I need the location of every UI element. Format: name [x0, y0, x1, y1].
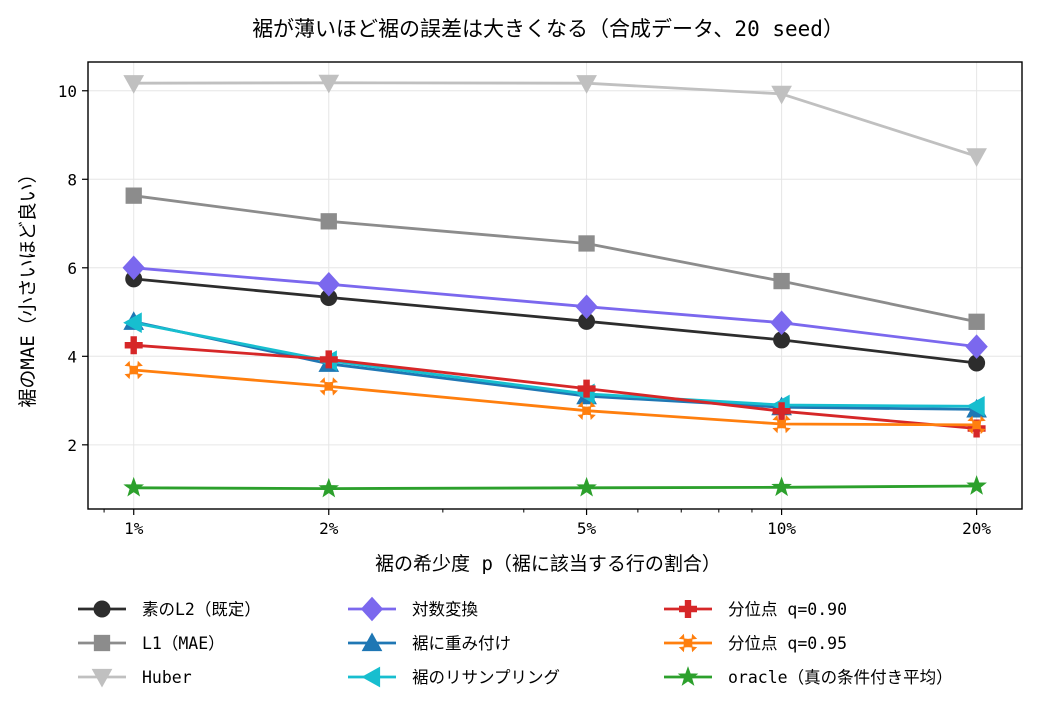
legend-marker — [677, 666, 699, 686]
y-tick-label: 4 — [67, 347, 77, 366]
data-point — [318, 477, 339, 498]
y-tick-label: 2 — [67, 436, 77, 455]
legend-item: 分位点 q=0.95 — [664, 633, 847, 653]
x-tick-label: 10% — [767, 519, 796, 538]
series-layer — [122, 74, 988, 498]
legend-marker — [679, 600, 697, 618]
y-tick-label: 10 — [58, 82, 77, 101]
legend-item: Huber — [78, 668, 192, 688]
data-point — [123, 312, 142, 334]
series — [123, 475, 987, 498]
legend-item: 素のL2（既定） — [78, 600, 261, 619]
data-point — [318, 74, 340, 94]
legend-marker — [678, 633, 698, 653]
data-point — [320, 213, 337, 230]
series — [124, 360, 986, 435]
data-point — [968, 313, 985, 330]
data-point — [771, 85, 792, 105]
data-point — [967, 415, 986, 435]
data-point — [578, 235, 595, 252]
data-point — [123, 75, 145, 94]
x-tick-label: 5% — [577, 519, 597, 538]
data-point — [577, 379, 596, 398]
legend-item: 対数変換 — [348, 596, 479, 622]
data-point — [772, 414, 791, 434]
legend-label: 分位点 q=0.95 — [728, 634, 847, 653]
axes: 1% 2% 5% 10% 20% 2 4 6 8 10 — [58, 82, 992, 538]
legend-label: 対数変換 — [412, 600, 479, 619]
legend-item: 分位点 q=0.90 — [664, 600, 847, 619]
legend-item: oracle（真の条件付き平均） — [664, 666, 953, 687]
legend-item: L1（MAE） — [78, 634, 225, 653]
grid — [88, 62, 1022, 509]
legend-label: 裾に重み付け — [412, 634, 511, 653]
legend-marker — [93, 600, 111, 618]
y-tick-label: 8 — [67, 170, 77, 189]
legend-marker — [93, 634, 111, 652]
y-axis-label: 裾のMAE（小さいほど良い） — [17, 164, 39, 407]
data-point — [966, 148, 987, 167]
x-tick-label: 2% — [319, 519, 339, 538]
data-point — [966, 475, 987, 495]
legend-label: L1（MAE） — [142, 634, 225, 653]
legend-label: 分位点 q=0.90 — [728, 600, 847, 619]
x-tick-label: 1% — [124, 519, 144, 538]
data-point — [125, 187, 142, 204]
data-point — [576, 476, 597, 497]
data-point — [122, 255, 145, 281]
data-point — [124, 360, 143, 380]
data-point — [965, 334, 988, 359]
series — [123, 74, 987, 167]
y-tick-label: 6 — [67, 259, 77, 278]
legend-label: oracle（真の条件付き平均） — [728, 668, 953, 687]
legend-label: 素のL2（既定） — [142, 600, 261, 619]
series — [122, 255, 988, 359]
legend-marker — [360, 596, 384, 622]
data-point — [317, 271, 340, 297]
legend-item: 裾のリサンプリング — [348, 666, 560, 688]
data-point — [123, 476, 145, 497]
plot-frame — [87, 61, 1023, 510]
legend-label: 裾のリサンプリング — [412, 668, 560, 687]
x-tick-label: 20% — [962, 519, 991, 538]
data-point — [773, 272, 790, 290]
legend-marker — [361, 666, 381, 688]
chart-title: 裾が薄いほど裾の誤差は大きくなる（合成データ、20 seed） — [252, 17, 844, 41]
data-point — [576, 75, 597, 94]
data-point — [771, 476, 792, 497]
data-point — [124, 336, 143, 355]
legend-label: Huber — [142, 668, 192, 687]
x-axis-label: 裾の希少度 p（裾に該当する行の割合） — [375, 553, 721, 575]
legend-marker — [361, 632, 383, 652]
series — [125, 187, 985, 330]
legend-item: 裾に重み付け — [348, 632, 511, 653]
data-point — [966, 395, 985, 417]
data-point — [575, 294, 598, 319]
plot-area — [88, 62, 1022, 509]
data-point — [319, 350, 338, 369]
data-point — [319, 377, 338, 396]
data-point — [577, 401, 596, 420]
data-point — [770, 310, 793, 335]
legend-marker — [91, 668, 113, 688]
